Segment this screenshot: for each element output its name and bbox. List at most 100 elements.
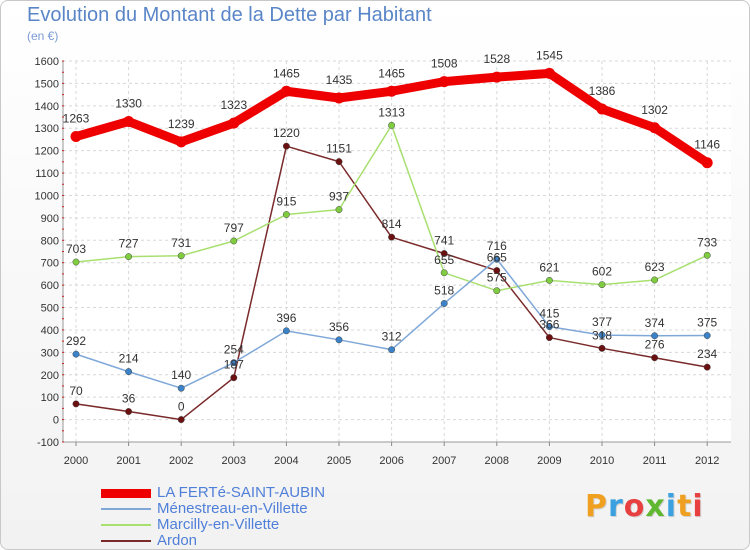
data-label: 621 (539, 260, 559, 274)
data-point (493, 267, 501, 274)
data-point (72, 350, 80, 358)
chart-subtitle: (en €) (27, 29, 59, 43)
data-point (598, 344, 606, 352)
data-label: 518 (434, 283, 454, 297)
x-tick-label: 2005 (327, 455, 351, 467)
x-tick-label: 2000 (64, 455, 88, 467)
data-label: 741 (434, 234, 454, 248)
legend-label: Ménestreau-en-Villette (157, 500, 308, 517)
data-label: 366 (539, 318, 559, 332)
data-point (230, 374, 238, 382)
y-tick-label: 100 (41, 392, 59, 404)
x-tick-label: 2002 (169, 455, 193, 467)
x-tick-label: 2012 (695, 455, 719, 467)
data-point (388, 346, 396, 354)
legend-label: Marcilly-en-Villette (157, 516, 280, 533)
data-point (493, 255, 501, 263)
data-point (545, 334, 553, 342)
data-point (230, 237, 238, 245)
y-tick-label: 1300 (35, 123, 59, 135)
data-point (438, 76, 450, 88)
data-label: 602 (592, 265, 612, 279)
data-point (70, 131, 82, 143)
brand-letter: r (608, 489, 624, 524)
data-label: 234 (697, 347, 717, 361)
data-label: 1323 (220, 98, 247, 112)
legend: LA FERTé-SAINT-AUBIN Ménestreau-en-Villet… (101, 485, 325, 549)
data-point (335, 158, 343, 166)
x-tick-label: 2007 (432, 455, 456, 467)
y-tick-label: 1500 (35, 78, 59, 90)
data-point (440, 300, 448, 307)
legend-item: LA FERTé-SAINT-AUBIN (101, 485, 325, 501)
data-point (177, 252, 185, 260)
data-point (703, 363, 711, 371)
y-tick-label: 0 (53, 415, 59, 427)
x-tick-label: 2009 (537, 455, 561, 467)
brand-letter: P (585, 489, 608, 524)
brand-logo: Proxiti (585, 489, 704, 524)
data-point (335, 206, 343, 214)
x-tick-label: 2001 (116, 455, 140, 467)
data-label: 665 (487, 251, 507, 265)
data-label: 0 (178, 400, 185, 414)
y-tick-label: 500 (41, 303, 59, 315)
data-point (388, 121, 396, 129)
data-label: 1302 (641, 103, 668, 117)
y-tick-label: 200 (41, 370, 59, 382)
legend-swatch (101, 508, 151, 511)
x-tick-label: 2006 (379, 455, 403, 467)
data-point (230, 359, 238, 367)
data-label: 1386 (589, 84, 616, 98)
legend-item: Ménestreau-en-Villette (101, 501, 325, 517)
data-label: 312 (382, 330, 402, 344)
brand-letter: x (645, 489, 666, 524)
data-point (543, 67, 555, 79)
data-label: 415 (539, 307, 559, 321)
data-point (545, 276, 553, 284)
data-label: 623 (645, 260, 665, 274)
data-point (280, 85, 292, 97)
chart-title: Evolution du Montant de la Dette par Hab… (27, 4, 432, 26)
y-tick-label: 1000 (35, 190, 59, 202)
data-point (493, 287, 501, 295)
legend-swatch (101, 488, 151, 498)
y-tick-label: 800 (41, 235, 59, 247)
y-tick-label: 300 (41, 347, 59, 359)
data-label: 1151 (326, 142, 352, 156)
y-tick-label: 900 (41, 213, 59, 225)
data-label: 1435 (326, 73, 353, 87)
data-point (651, 354, 659, 362)
data-point (440, 250, 448, 257)
data-label: 1263 (63, 112, 90, 126)
y-tick-label: 400 (41, 325, 59, 337)
data-label: 374 (645, 316, 665, 330)
data-label: 1465 (378, 66, 405, 80)
data-point (333, 92, 345, 104)
data-point (651, 332, 659, 340)
data-label: 36 (122, 392, 136, 406)
y-tick-label: 700 (41, 258, 59, 270)
data-point (651, 276, 659, 284)
data-point (491, 71, 503, 83)
x-tick-label: 2004 (274, 455, 298, 467)
legend-item: Marcilly-en-Villette (101, 517, 325, 533)
x-tick-label: 2008 (485, 455, 509, 467)
data-point (703, 332, 711, 339)
brand-letter: t (677, 489, 693, 524)
data-label: 733 (697, 235, 717, 249)
brand-letter: i (665, 489, 678, 524)
legend-swatch (101, 524, 151, 527)
data-label: 1239 (168, 117, 195, 131)
data-label: 703 (66, 242, 86, 256)
y-tick-label: 1400 (35, 101, 59, 113)
legend-label: Ardon (157, 532, 198, 549)
data-label: 70 (69, 384, 83, 398)
x-tick-label: 2010 (590, 455, 614, 467)
data-point (703, 251, 711, 259)
brand-letter: i (692, 489, 704, 524)
data-point (386, 85, 398, 97)
data-point (125, 368, 133, 376)
